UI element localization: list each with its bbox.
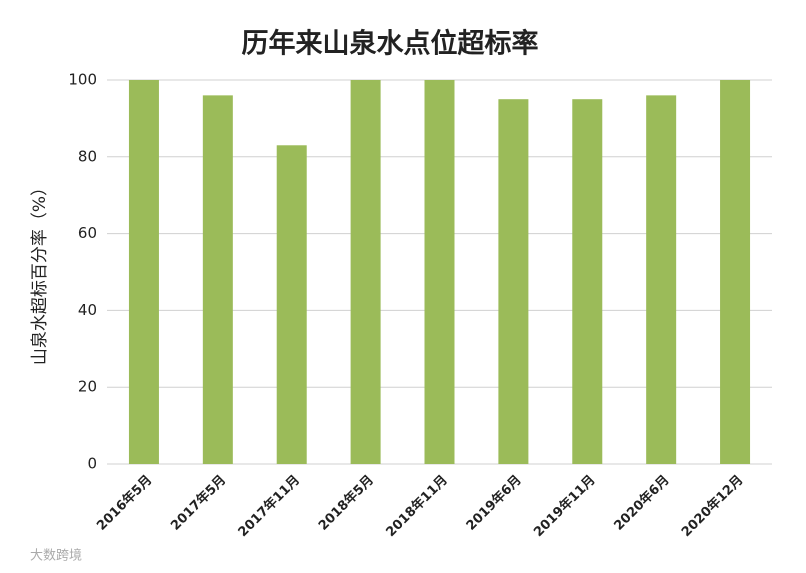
x-tick-label: 2016年5月 — [94, 472, 156, 534]
bar — [350, 80, 381, 464]
x-tick-label: 2020年6月 — [611, 472, 673, 534]
x-tick-label: 2020年12月 — [678, 472, 746, 540]
y-tick-label: 100 — [68, 71, 97, 89]
chart-title: 历年来山泉水点位超标率 — [242, 28, 539, 60]
y-tick-label: 40 — [78, 301, 97, 319]
x-tick-label: 2017年11月 — [235, 472, 303, 540]
y-tick-label: 80 — [78, 147, 97, 165]
x-tick-label: 2019年6月 — [463, 472, 525, 534]
bar — [202, 95, 233, 465]
x-tick-label: 2017年5月 — [167, 472, 229, 534]
bar — [498, 99, 529, 464]
y-axis-label: 山泉水超标百分率（%） — [30, 179, 50, 365]
bar — [276, 145, 307, 464]
bar — [646, 95, 677, 465]
bar — [128, 80, 159, 464]
x-tick-label: 2018年5月 — [315, 472, 377, 534]
bar — [424, 80, 455, 464]
watermark: 大数跨境 — [30, 549, 82, 564]
y-tick-label: 20 — [78, 378, 97, 396]
x-tick-label: 2018年11月 — [383, 472, 451, 540]
bar — [720, 80, 751, 464]
bar — [572, 99, 603, 464]
y-tick-label: 60 — [78, 224, 97, 242]
y-tick-label: 0 — [87, 455, 97, 473]
x-tick-label: 2019年11月 — [530, 472, 598, 540]
